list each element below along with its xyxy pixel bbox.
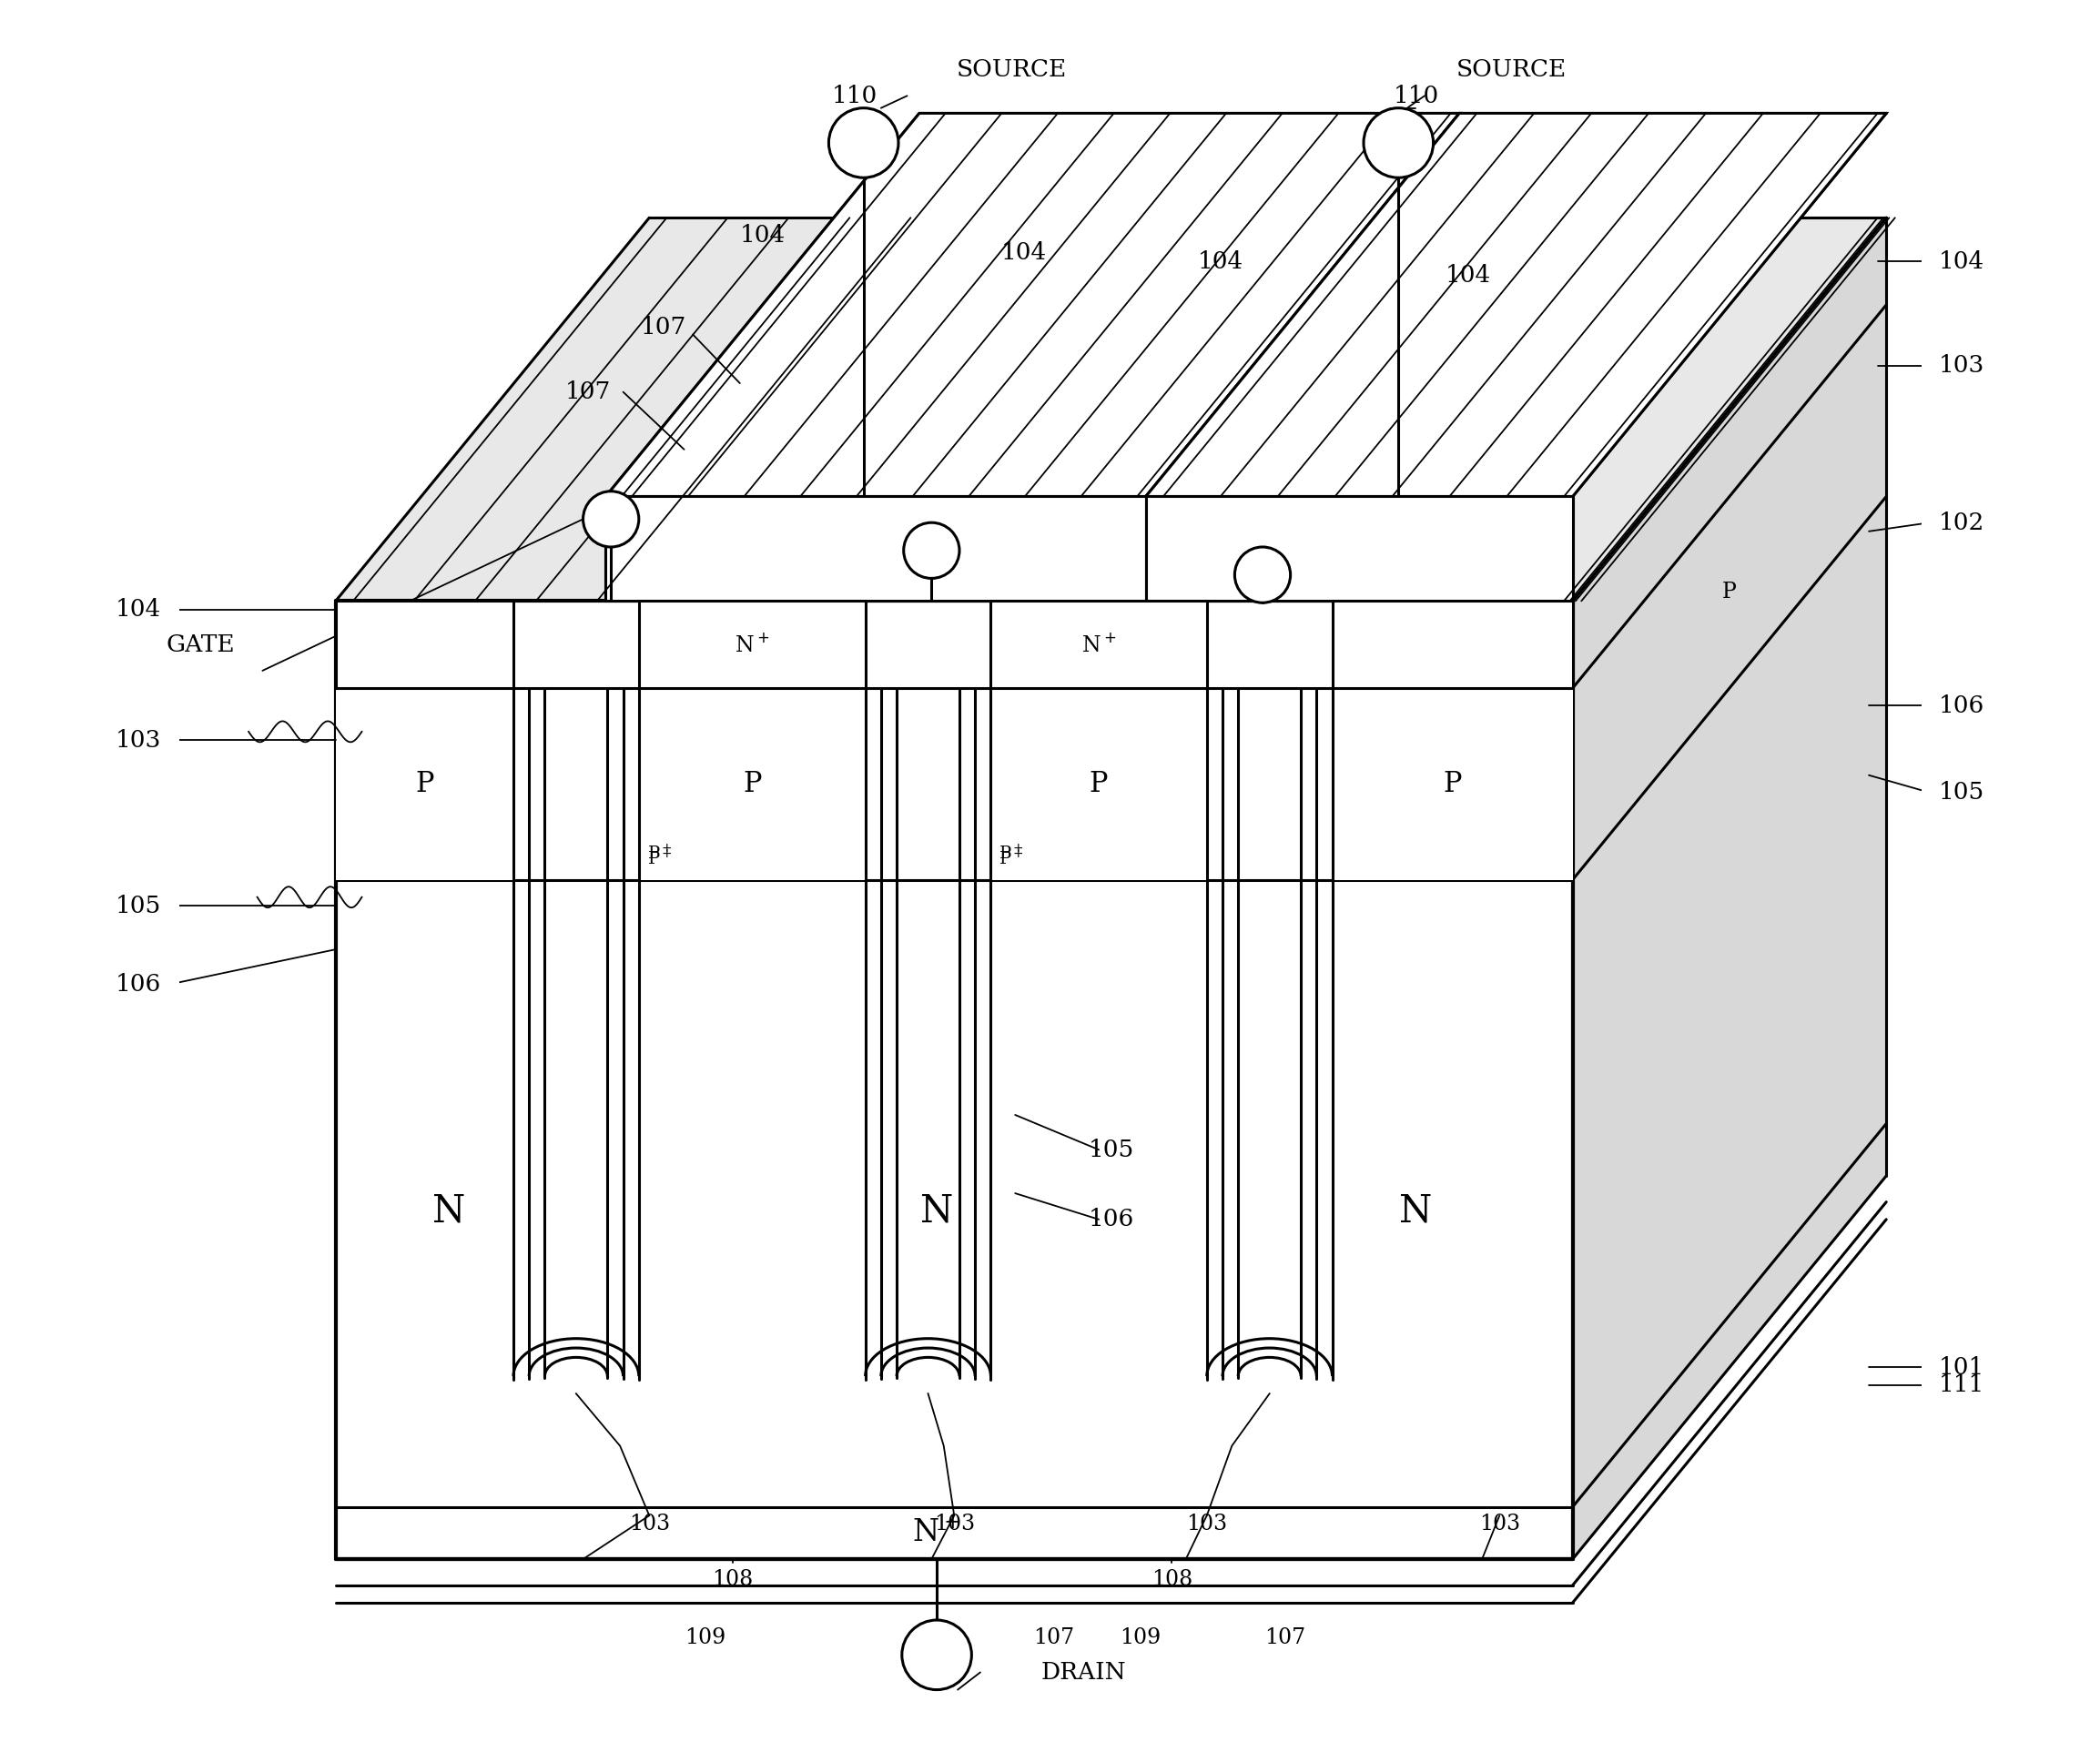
Text: N: N: [433, 1192, 466, 1230]
Text: 103: 103: [116, 728, 162, 753]
Text: 105: 105: [116, 894, 162, 918]
Text: P: P: [1090, 770, 1109, 798]
Text: 102: 102: [1938, 510, 1984, 535]
Text: 104: 104: [1197, 249, 1243, 273]
Text: 104: 104: [116, 598, 162, 622]
Text: 103: 103: [1938, 354, 1984, 378]
Text: 106: 106: [1088, 1207, 1134, 1232]
Bar: [991, 688, 1207, 880]
Text: 109: 109: [1119, 1627, 1161, 1648]
Text: SOURCE: SOURCE: [1457, 57, 1567, 82]
Circle shape: [830, 108, 899, 178]
Text: 105: 105: [1088, 1138, 1134, 1162]
Text: P: P: [1722, 582, 1737, 603]
Circle shape: [903, 523, 960, 578]
Polygon shape: [336, 601, 1573, 1603]
Text: 103: 103: [1478, 1514, 1520, 1535]
Text: 107: 107: [1033, 1627, 1073, 1648]
Text: N$^+$: N$^+$: [1082, 632, 1117, 657]
Text: 103: 103: [628, 1514, 670, 1535]
Text: 106: 106: [116, 972, 162, 996]
Text: 109: 109: [685, 1627, 727, 1648]
Text: 104: 104: [1002, 240, 1046, 265]
Text: 104: 104: [1938, 249, 1984, 273]
Text: DRAIN: DRAIN: [1042, 1660, 1126, 1685]
Bar: [605, 496, 1147, 601]
Circle shape: [1363, 108, 1434, 178]
Bar: [336, 688, 512, 880]
Text: 108: 108: [712, 1570, 754, 1590]
Text: SOURCE: SOURCE: [955, 57, 1067, 82]
Text: 110: 110: [832, 84, 878, 108]
Polygon shape: [1573, 218, 1886, 1559]
Text: N$^+$: N$^+$: [735, 632, 769, 657]
Text: GATE: GATE: [166, 632, 235, 657]
Bar: [991, 601, 1207, 688]
Bar: [1331, 601, 1573, 688]
Text: 104: 104: [739, 223, 785, 247]
Circle shape: [584, 491, 638, 547]
Circle shape: [1235, 547, 1289, 603]
Circle shape: [901, 1620, 972, 1690]
Text: P$^+$: P$^+$: [1000, 843, 1025, 864]
Text: 110: 110: [1392, 84, 1439, 108]
Text: P: P: [416, 770, 435, 798]
Text: N$^+$: N$^+$: [913, 1517, 962, 1549]
Text: 111: 111: [1938, 1373, 1984, 1397]
Text: 104: 104: [1445, 263, 1491, 287]
Text: 106: 106: [1938, 693, 1984, 718]
Text: 107: 107: [640, 315, 687, 340]
Text: 103: 103: [1186, 1514, 1226, 1535]
Text: P$^+$: P$^+$: [1000, 848, 1025, 869]
Polygon shape: [336, 218, 1886, 601]
Bar: [1147, 496, 1573, 601]
Polygon shape: [1147, 113, 1886, 496]
Text: P$^+$: P$^+$: [647, 848, 672, 869]
Text: P$^+$: P$^+$: [647, 843, 672, 864]
Text: 107: 107: [1264, 1627, 1306, 1648]
Text: P: P: [1443, 770, 1462, 798]
Bar: [638, 601, 865, 688]
Polygon shape: [605, 113, 1459, 496]
Text: 105: 105: [1938, 780, 1984, 805]
Text: 101: 101: [1938, 1355, 1984, 1380]
Bar: [1331, 688, 1573, 880]
Text: 107: 107: [565, 380, 611, 404]
Bar: [638, 688, 865, 880]
Text: 108: 108: [1151, 1570, 1193, 1590]
Text: 103: 103: [934, 1514, 974, 1535]
Text: N: N: [1399, 1192, 1432, 1230]
Bar: [336, 601, 512, 688]
Text: N: N: [920, 1192, 953, 1230]
Text: P: P: [743, 770, 762, 798]
